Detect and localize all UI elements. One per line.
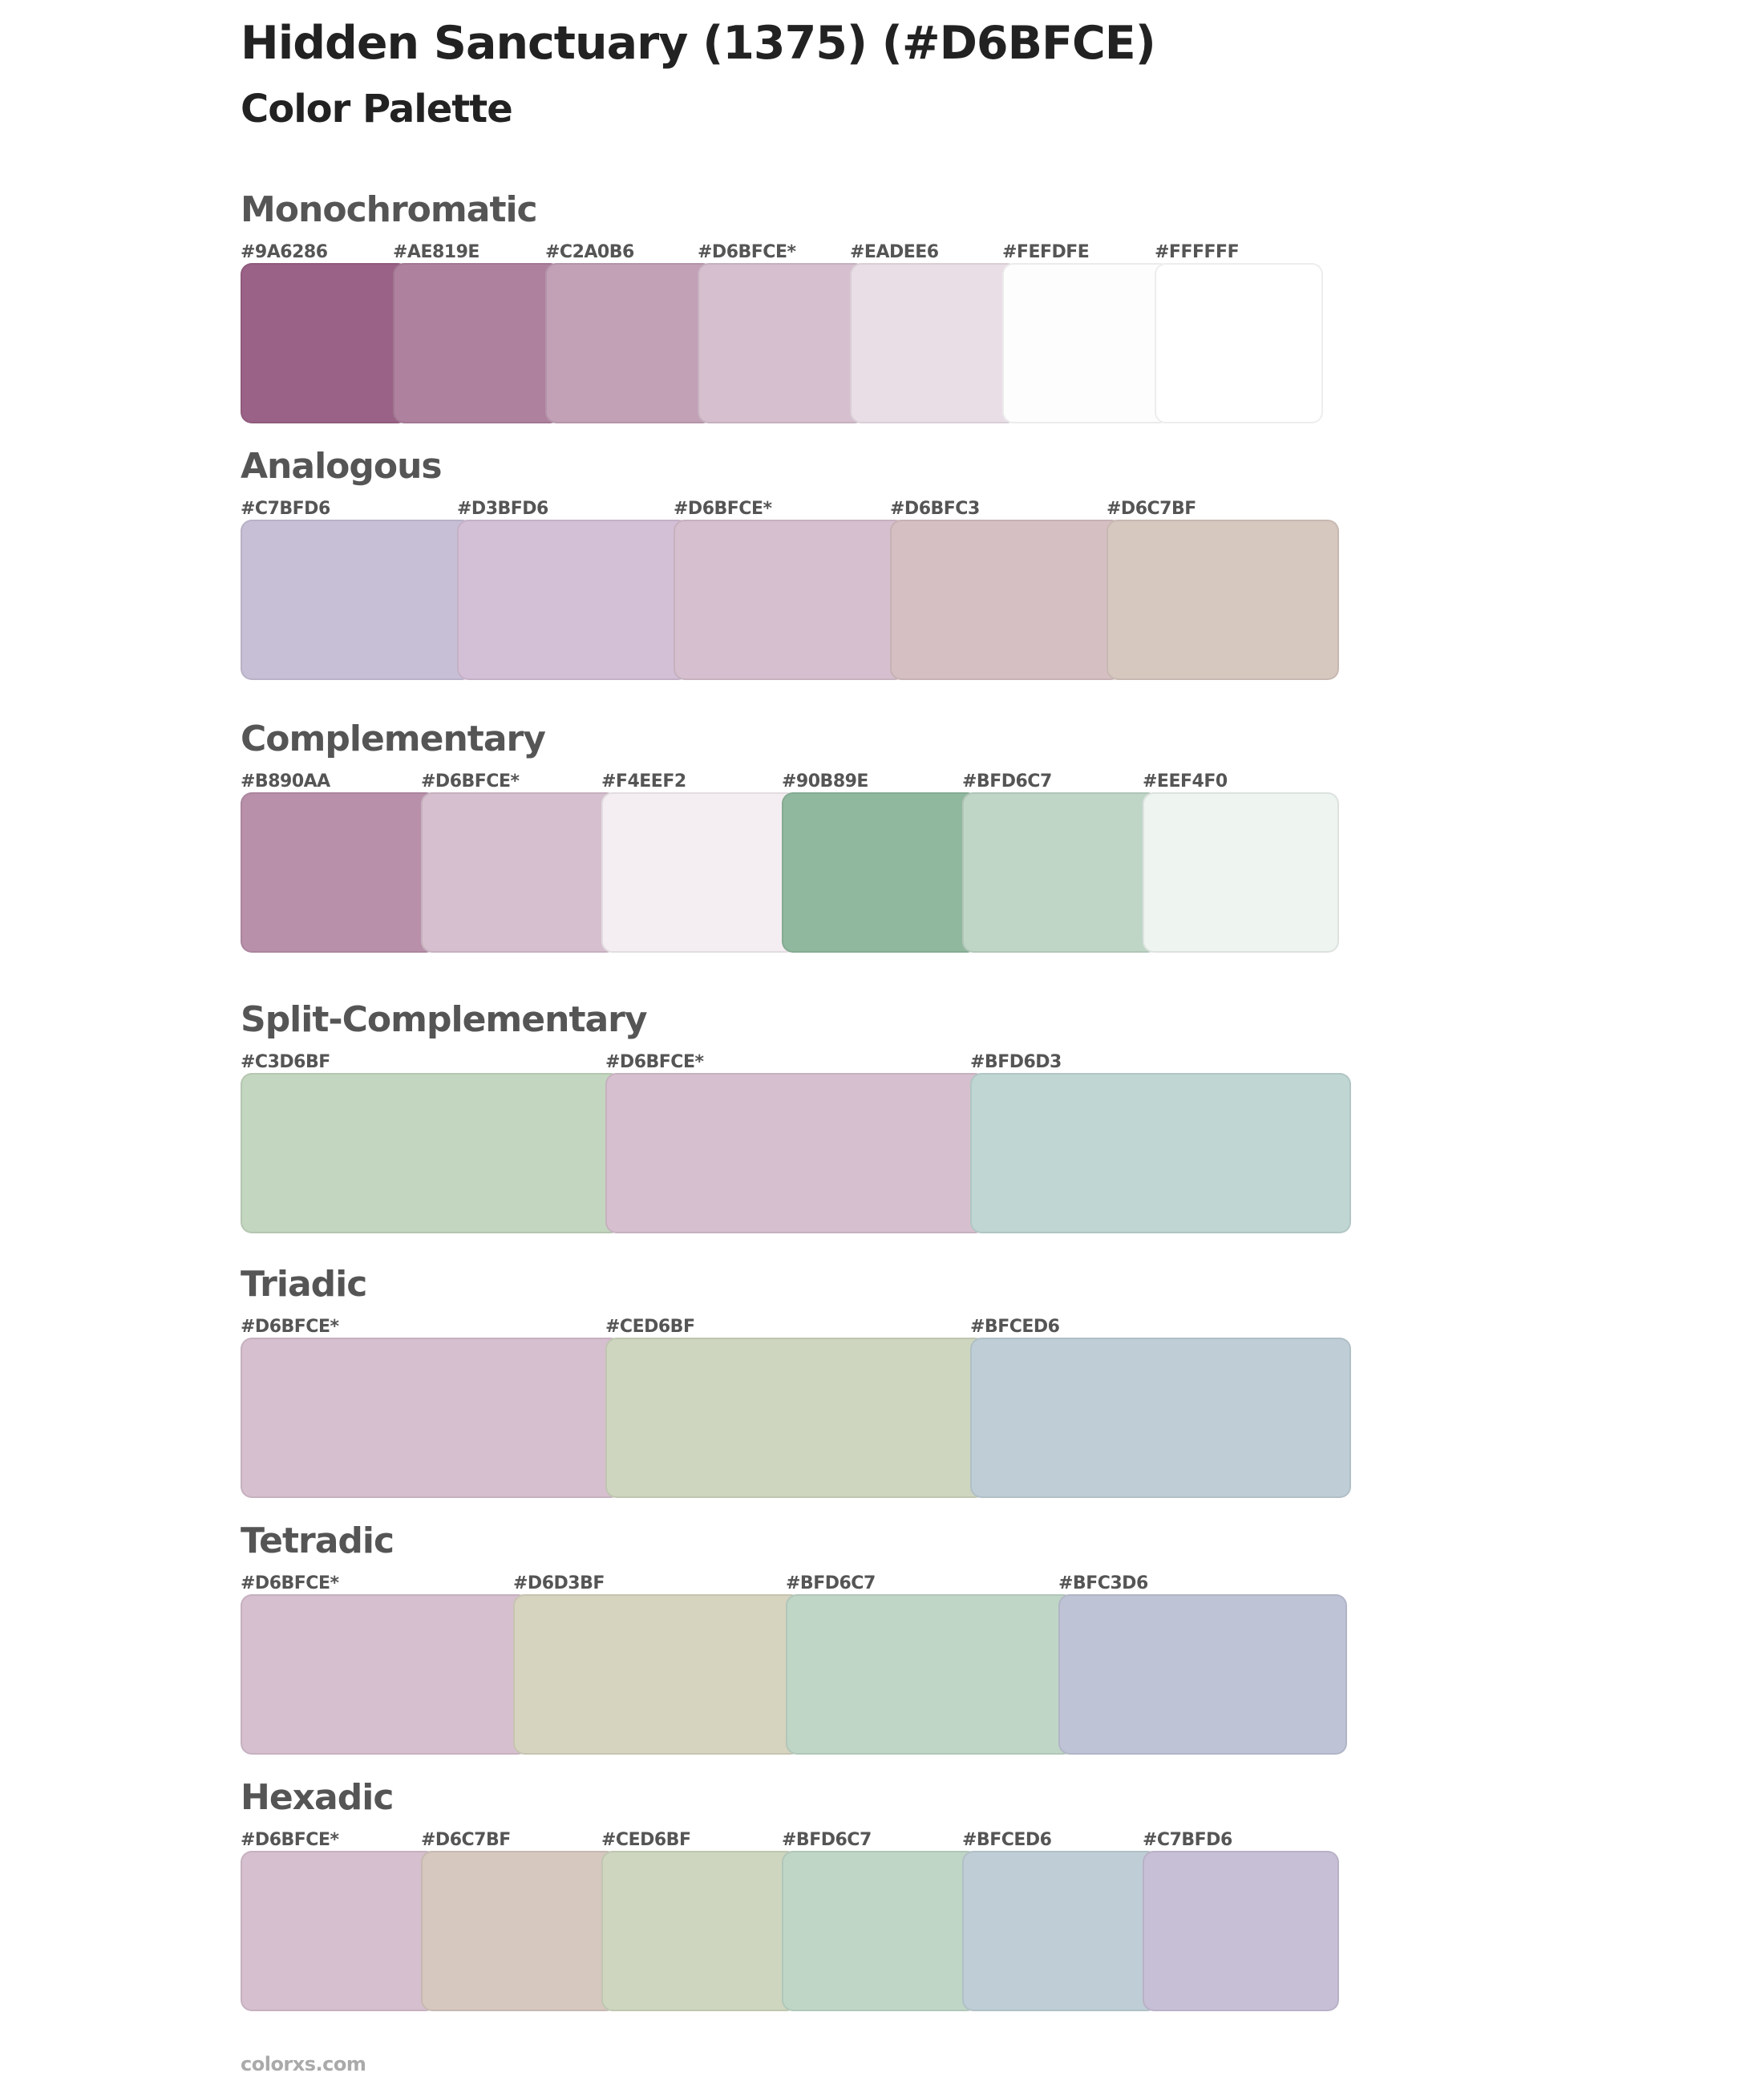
color-chip[interactable]	[962, 1851, 1159, 2011]
section-heading: Hexadic	[241, 1777, 394, 1818]
color-chip[interactable]	[782, 1851, 978, 2011]
site-credit[interactable]: colorxs.com	[241, 2053, 366, 2075]
swatch-row: #B890AA #D6BFCE* #F4EEF2 #90B89E #BFD6C7…	[241, 773, 1363, 953]
color-chip[interactable]	[605, 1073, 986, 1233]
color-chip[interactable]	[241, 1338, 621, 1498]
swatch-row: #D6BFCE* #CED6BF #BFCED6	[241, 1318, 1363, 1498]
swatch-row: #C3D6BF #D6BFCE* #BFD6D3	[241, 1054, 1363, 1233]
swatch-hex-label: #D6C7BF	[1107, 499, 1196, 519]
color-chip[interactable]	[1143, 1851, 1339, 2011]
color-chip[interactable]	[962, 792, 1159, 953]
section-heading: Monochromatic	[241, 189, 538, 230]
swatch-hex-label: #C7BFD6	[241, 499, 330, 519]
swatch-hex-label: #FEFDFE	[1002, 242, 1090, 262]
color-chip[interactable]	[970, 1338, 1351, 1498]
color-chip[interactable]	[421, 792, 617, 953]
swatch-hex-label: #D6BFCE*	[241, 1317, 339, 1337]
swatch-hex-label: #CED6BF	[601, 1830, 691, 1850]
color-chip[interactable]	[1002, 263, 1171, 423]
section-heading: Split-Complementary	[241, 999, 648, 1040]
color-chip[interactable]	[601, 1851, 798, 2011]
swatch-row: #C7BFD6 #D3BFD6 #D6BFCE* #D6BFC3 #D6C7BF	[241, 500, 1363, 680]
color-chip[interactable]	[241, 1594, 529, 1755]
swatch-hex-label: #D3BFD6	[457, 499, 548, 519]
swatch-hex-label: #D6BFCE*	[421, 771, 520, 791]
section-heading: Tetradic	[241, 1520, 394, 1561]
color-chip[interactable]	[782, 792, 978, 953]
swatch-hex-label: #B890AA	[241, 771, 330, 791]
color-chip[interactable]	[970, 1073, 1351, 1233]
swatch-hex-label: #BFD6C7	[786, 1573, 876, 1593]
page-subtitle: Color Palette	[241, 87, 513, 132]
swatch-hex-label: #C7BFD6	[1143, 1830, 1232, 1850]
color-chip[interactable]	[421, 1851, 617, 2011]
color-chip[interactable]	[1155, 263, 1323, 423]
color-chip[interactable]	[241, 1851, 437, 2011]
swatch-hex-label: #FFFFFF	[1155, 242, 1240, 262]
swatch-hex-label: #EADEE6	[850, 242, 939, 262]
color-chip[interactable]	[1107, 520, 1339, 680]
color-chip[interactable]	[698, 263, 866, 423]
swatch-hex-label: #90B89E	[782, 771, 868, 791]
color-chip[interactable]	[1143, 792, 1339, 953]
swatch-hex-label: #D6BFCE*	[698, 242, 796, 262]
swatch-hex-label: #EEF4F0	[1143, 771, 1228, 791]
swatch-hex-label: #C3D6BF	[241, 1052, 330, 1072]
color-chip[interactable]	[890, 520, 1123, 680]
section-heading: Complementary	[241, 719, 546, 759]
color-chip[interactable]	[241, 792, 437, 953]
swatch-hex-label: #F4EEF2	[601, 771, 686, 791]
color-chip[interactable]	[393, 263, 561, 423]
swatch-hex-label: #CED6BF	[605, 1317, 695, 1337]
color-chip[interactable]	[241, 1073, 621, 1233]
swatch-hex-label: #D6C7BF	[421, 1830, 511, 1850]
color-chip[interactable]	[850, 263, 1018, 423]
swatch-hex-label: #D6BFCE*	[241, 1830, 339, 1850]
section-heading: Triadic	[241, 1264, 367, 1305]
color-chip[interactable]	[513, 1594, 802, 1755]
swatch-hex-label: #BFCED6	[970, 1317, 1060, 1337]
color-chip[interactable]	[457, 520, 690, 680]
swatch-hex-label: #BFC3D6	[1058, 1573, 1148, 1593]
color-chip[interactable]	[241, 263, 409, 423]
swatch-hex-label: #BFCED6	[962, 1830, 1052, 1850]
color-chip[interactable]	[241, 520, 473, 680]
swatch-hex-label: #D6BFCE*	[674, 499, 772, 519]
swatch-hex-label: #BFD6D3	[970, 1052, 1062, 1072]
swatch-hex-label: #D6BFC3	[890, 499, 980, 519]
swatch-hex-label: #D6BFCE*	[605, 1052, 704, 1072]
color-chip[interactable]	[1058, 1594, 1347, 1755]
swatch-row: #9A6286 #AE819E #C2A0B6 #D6BFCE* #EADEE6…	[241, 244, 1363, 423]
page-title: Hidden Sanctuary (1375) (#D6BFCE)	[241, 17, 1156, 70]
swatch-hex-label: #BFD6C7	[962, 771, 1052, 791]
swatch-row: #D6BFCE* #D6D3BF #BFD6C7 #BFC3D6	[241, 1575, 1363, 1755]
color-chip[interactable]	[674, 520, 906, 680]
swatch-hex-label: #9A6286	[241, 242, 328, 262]
swatch-hex-label: #D6BFCE*	[241, 1573, 339, 1593]
swatch-hex-label: #BFD6C7	[782, 1830, 872, 1850]
swatch-hex-label: #AE819E	[393, 242, 479, 262]
color-chip[interactable]	[601, 792, 798, 953]
color-chip[interactable]	[786, 1594, 1074, 1755]
swatch-row: #D6BFCE* #D6C7BF #CED6BF #BFD6C7 #BFCED6…	[241, 1832, 1363, 2011]
color-chip[interactable]	[605, 1338, 986, 1498]
swatch-hex-label: #D6D3BF	[513, 1573, 605, 1593]
swatch-hex-label: #C2A0B6	[545, 242, 634, 262]
section-heading: Analogous	[241, 446, 443, 487]
color-chip[interactable]	[545, 263, 714, 423]
